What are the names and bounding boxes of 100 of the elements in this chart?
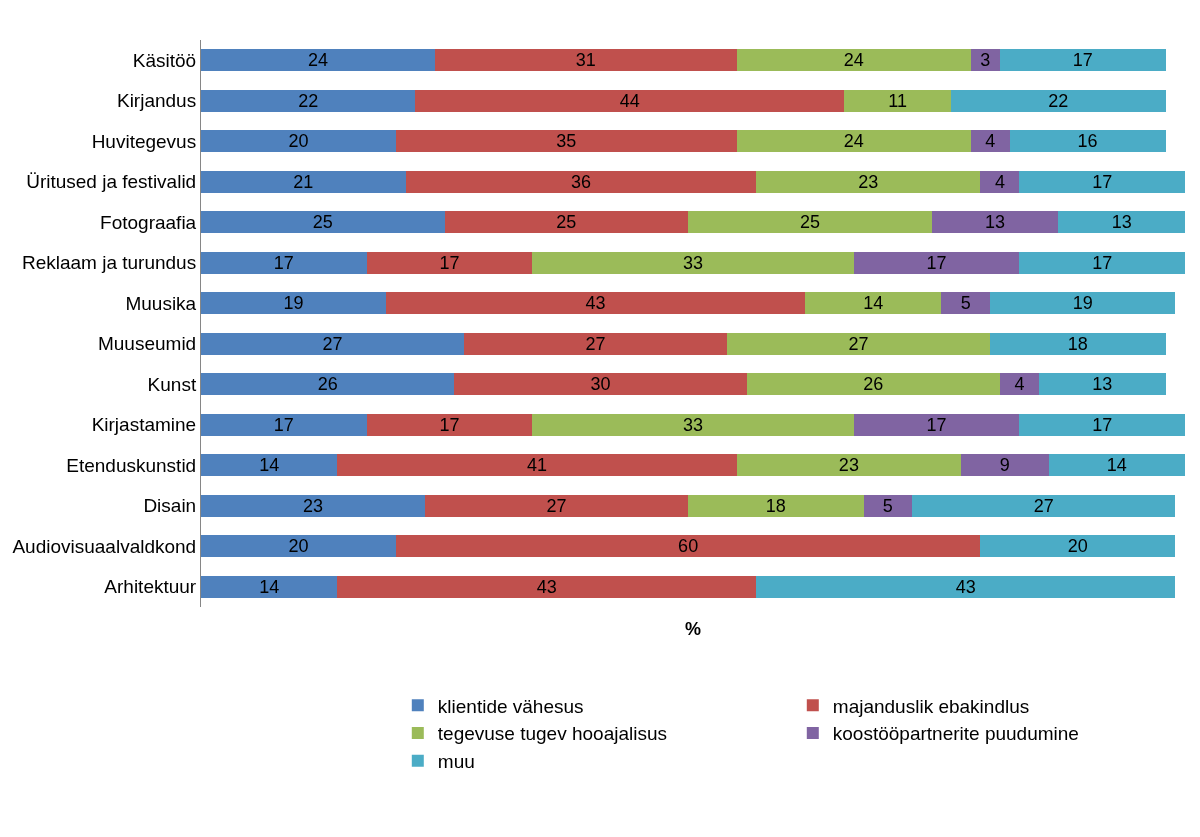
data-label: 43 xyxy=(955,576,976,597)
bar xyxy=(201,494,426,517)
bar xyxy=(366,251,533,274)
data-label: 27 xyxy=(848,333,869,354)
data-label: 36 xyxy=(570,171,591,192)
bar xyxy=(999,49,1166,72)
legend-label: tegevuse tugev hooajalisus xyxy=(437,723,668,745)
data-label: 26 xyxy=(317,374,338,395)
data-label: 25 xyxy=(556,212,577,233)
legend-label: klientide vähesus xyxy=(437,695,584,717)
bar xyxy=(990,332,1166,355)
y-tick-label: Reklaam ja turundus xyxy=(21,252,197,274)
y-tick-label: Kirjandus xyxy=(116,90,197,112)
data-label: 13 xyxy=(1111,212,1132,233)
bar xyxy=(201,332,465,355)
data-label: 17 xyxy=(1092,252,1113,273)
bar xyxy=(444,211,689,234)
bar xyxy=(201,251,367,274)
data-label: 31 xyxy=(575,50,596,71)
data-label: 20 xyxy=(288,131,309,152)
legend-label: koostööpartnerite puudumine xyxy=(832,723,1079,745)
bar xyxy=(532,413,854,436)
data-label: 43 xyxy=(536,576,557,597)
data-label: 16 xyxy=(1077,131,1098,152)
data-label: 17 xyxy=(273,414,294,435)
bar xyxy=(201,292,387,315)
data-label: 19 xyxy=(283,293,304,314)
bar xyxy=(1019,170,1185,193)
bar xyxy=(386,292,806,315)
data-label: 27 xyxy=(1033,495,1054,516)
bar xyxy=(999,373,1039,396)
y-tick-label: Käsitöö xyxy=(132,49,197,71)
bar xyxy=(434,49,737,72)
y-tick-label: Üritused ja festivalid xyxy=(26,171,197,193)
bar xyxy=(201,170,406,193)
data-label: 33 xyxy=(682,252,704,273)
bar xyxy=(337,575,757,598)
bar xyxy=(853,413,1020,436)
data-label: 17 xyxy=(439,414,460,435)
data-label: 19 xyxy=(1072,293,1093,314)
data-label: 3 xyxy=(980,50,991,71)
data-label: 14 xyxy=(259,576,280,597)
bar xyxy=(688,494,864,517)
data-label: 14 xyxy=(863,293,884,314)
bar xyxy=(688,211,932,234)
data-label: 43 xyxy=(585,293,606,314)
data-label: 20 xyxy=(288,536,309,557)
bar xyxy=(201,49,435,72)
bar xyxy=(1038,373,1166,396)
y-tick-label: Fotograafia xyxy=(100,211,197,233)
data-label: 18 xyxy=(1067,333,1088,354)
bar xyxy=(1009,130,1166,153)
bar xyxy=(980,535,1176,558)
bar xyxy=(990,292,1176,315)
data-label: 17 xyxy=(1092,171,1113,192)
bar xyxy=(366,413,533,436)
bar xyxy=(844,89,952,112)
y-tick-label: Disain xyxy=(143,495,197,517)
bar xyxy=(395,535,981,558)
data-label: 5 xyxy=(882,495,893,516)
bar xyxy=(853,251,1020,274)
y-tick-label: Etenduskunstid xyxy=(66,454,197,476)
data-label: 30 xyxy=(590,374,611,395)
y-tick-label: Audiovisuaalvaldkond xyxy=(12,535,197,557)
bar xyxy=(746,373,1000,396)
bar xyxy=(960,454,1049,477)
y-tick-label: Arhitektuur xyxy=(104,576,197,598)
data-label: 21 xyxy=(293,171,314,192)
x-axis-title: % xyxy=(684,619,702,640)
data-label: 35 xyxy=(556,131,577,152)
bar xyxy=(454,373,747,396)
legend-label: muu xyxy=(437,751,475,773)
bar xyxy=(464,332,728,355)
data-label: 23 xyxy=(858,171,879,192)
data-label: 60 xyxy=(678,536,699,557)
bar xyxy=(201,535,396,558)
bar xyxy=(201,575,338,598)
data-label: 14 xyxy=(259,455,280,476)
data-label: 17 xyxy=(1092,414,1113,435)
bar xyxy=(756,575,1176,598)
bar xyxy=(736,454,961,477)
data-label: 17 xyxy=(1072,50,1093,71)
data-label: 23 xyxy=(838,455,859,476)
y-tick-label: Muusika xyxy=(125,292,197,314)
bar xyxy=(1019,413,1185,436)
bar xyxy=(931,211,1059,234)
bar xyxy=(736,49,971,72)
data-label: 4 xyxy=(994,171,1005,192)
bar xyxy=(727,332,991,355)
bar xyxy=(980,170,1020,193)
data-label: 11 xyxy=(888,90,907,111)
data-label: 17 xyxy=(439,252,460,273)
bar xyxy=(425,494,689,517)
data-label: 27 xyxy=(322,333,343,354)
legend-label: majanduslik ebakindlus xyxy=(832,695,1030,717)
data-label: 22 xyxy=(298,90,319,111)
data-label: 13 xyxy=(1092,374,1113,395)
bar xyxy=(201,89,416,112)
y-tick-label: Kirjastamine xyxy=(91,414,197,436)
bar xyxy=(201,413,367,436)
